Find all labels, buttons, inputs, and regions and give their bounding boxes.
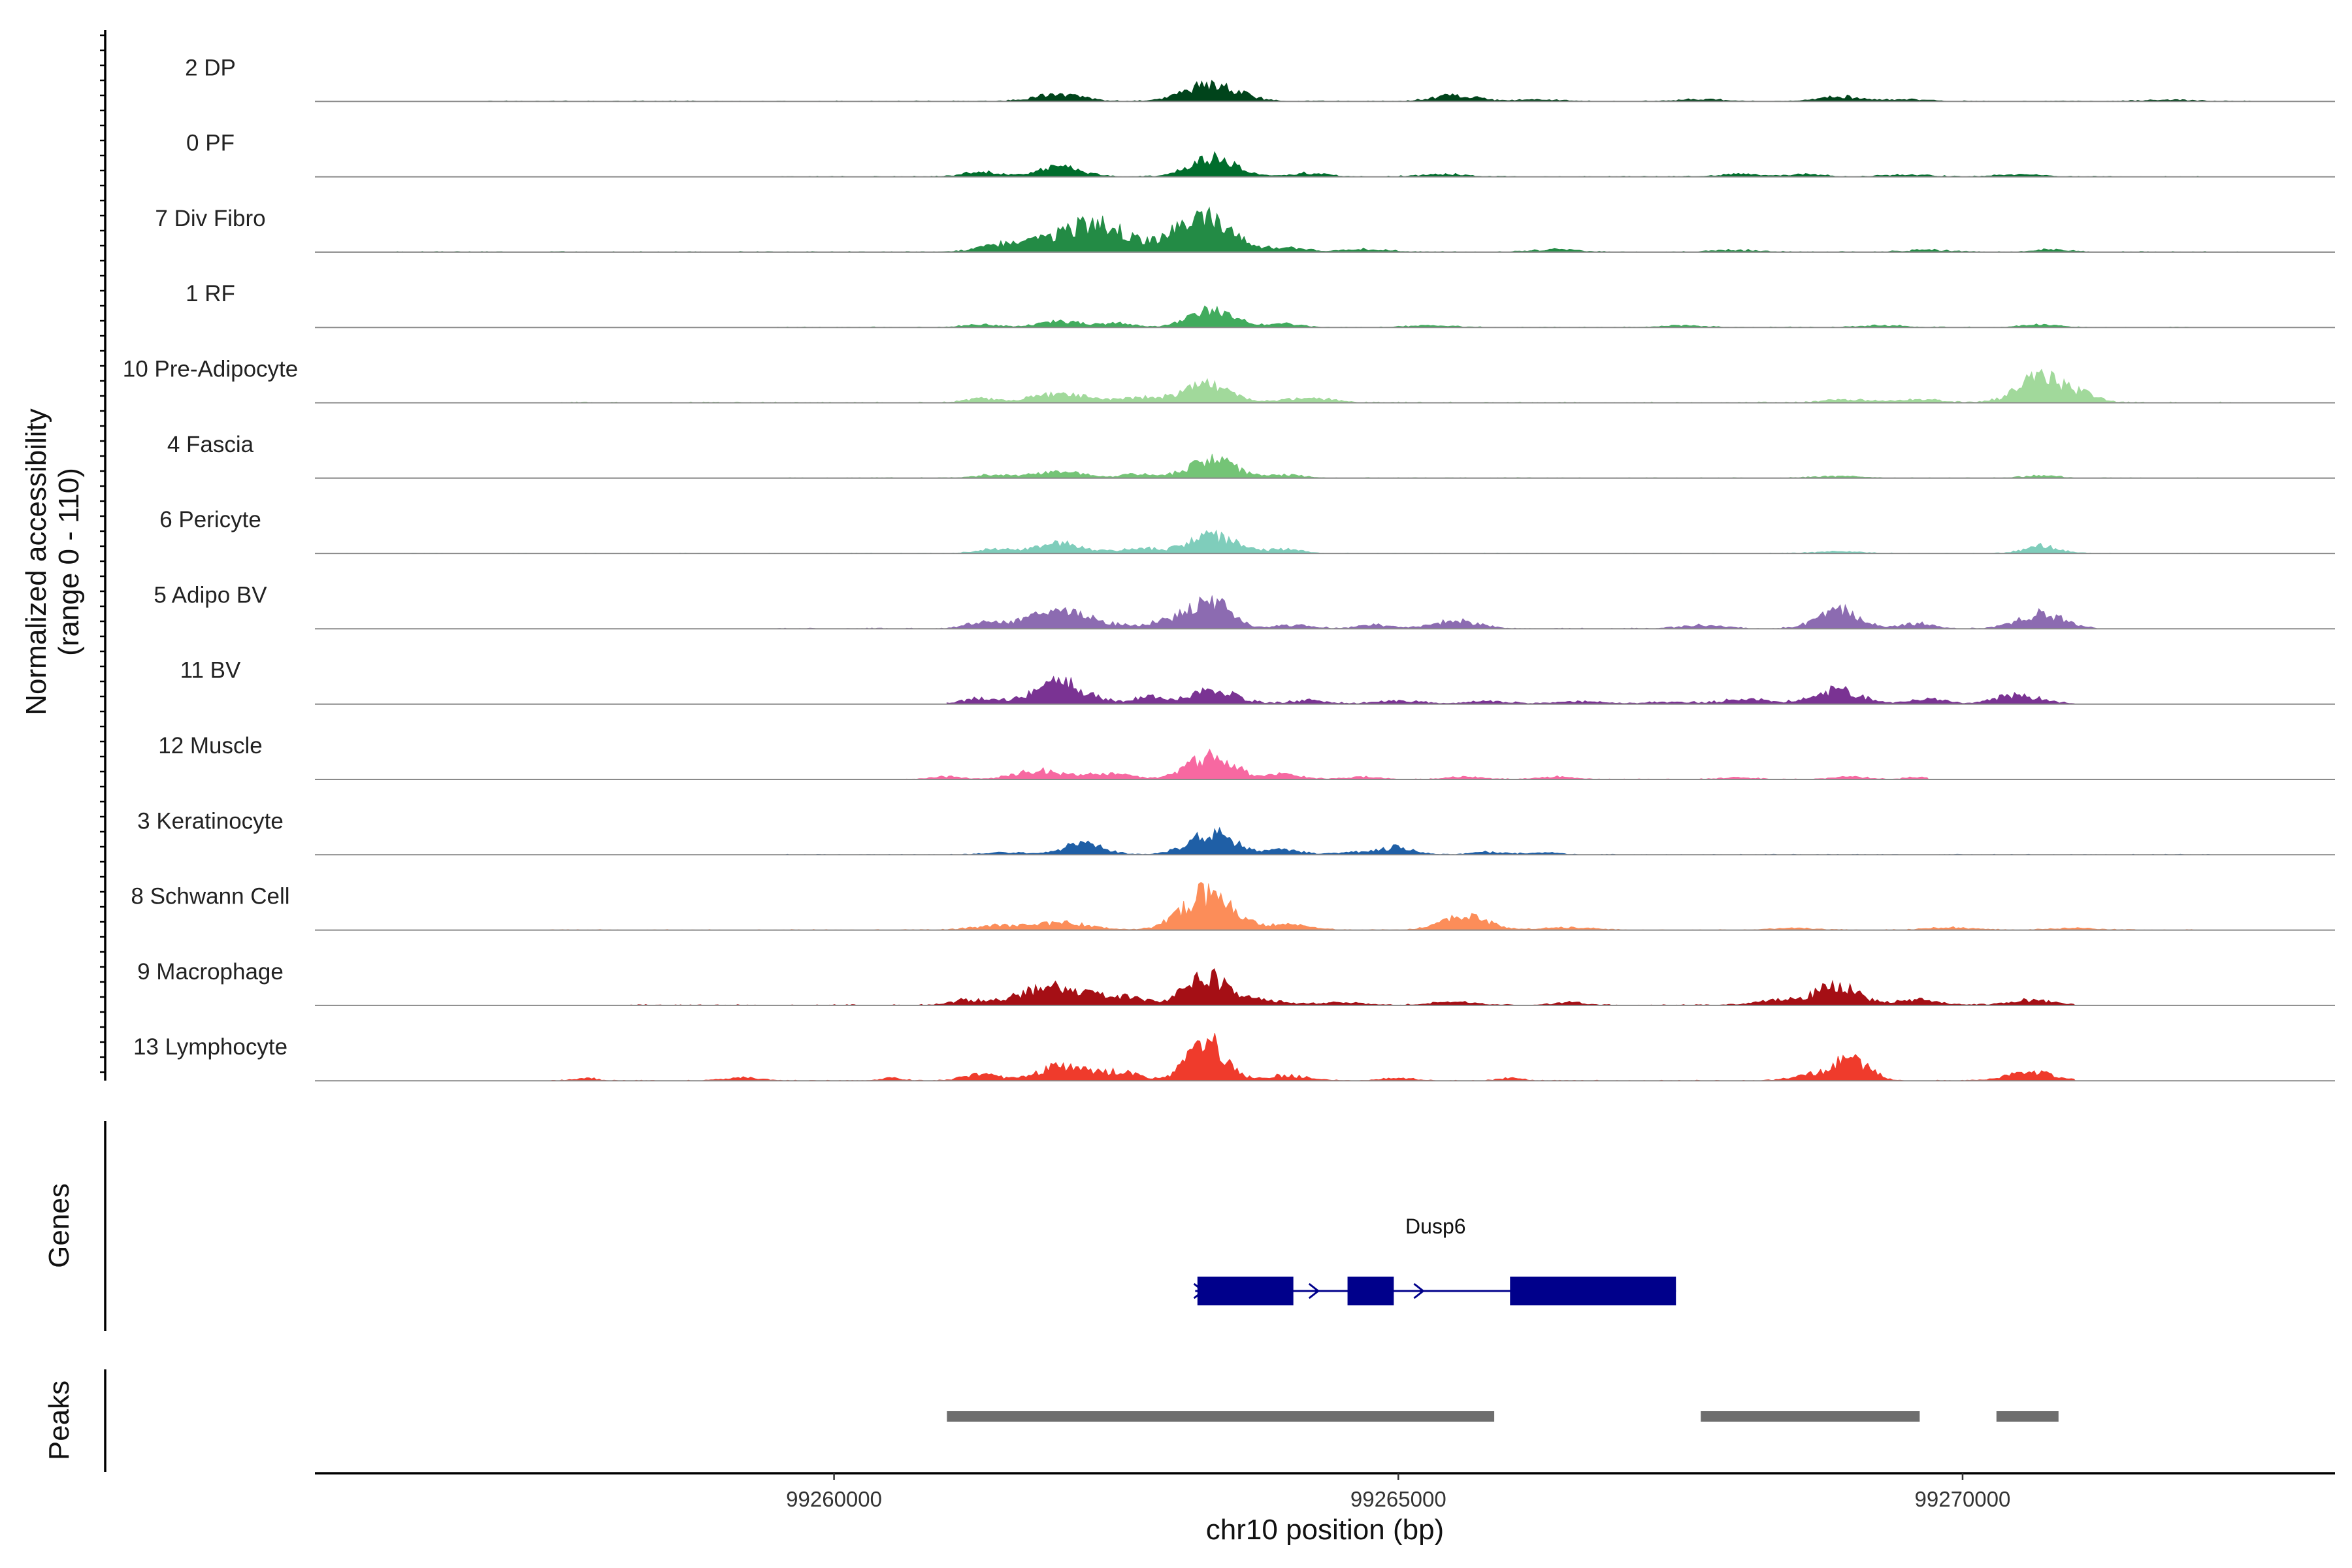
track-7-div-fibro: 7 Div Fibro [155,206,2335,253]
peak-bar [947,1411,1495,1422]
track-0-pf: 0 PF [186,131,2335,178]
x-axis-title: chr10 position (bp) [1206,1514,1444,1546]
track-signal [777,595,2099,629]
x-tick-label: 99260000 [786,1487,882,1511]
track-label: 4 Fascia [167,432,254,457]
track-10-pre-adipocyte: 10 Pre-Adipocyte [123,357,2335,404]
track-label: 2 DP [185,55,236,80]
track-6-pericyte: 6 Pericyte [159,507,2335,555]
track-13-lymphocyte: 13 Lymphocyte [133,1032,2335,1082]
peaks-panel-title: Peaks [43,1380,75,1460]
strand-arrow-icon [1308,1282,1320,1299]
gene-exon [1347,1277,1394,1305]
track-label: 3 Keratinocyte [137,808,284,834]
track-label: 1 RF [186,281,235,306]
track-1-rf: 1 RF [186,281,2335,329]
track-label: 11 BV [180,658,241,683]
track-label: 0 PF [186,131,235,156]
track-5-adipo-bv: 5 Adipo BV [154,582,2335,630]
x-tick-label: 99270000 [1915,1487,2011,1511]
track-label: 13 Lymphocyte [133,1034,287,1060]
strand-arrow-icon [1413,1282,1425,1299]
peak-bar [1996,1411,2059,1422]
track-label: 10 Pre-Adipocyte [123,357,298,382]
gene-model [1193,1277,1676,1305]
peak-bar [1701,1411,1920,1422]
gene-exon [1197,1277,1294,1305]
y-axis-title-line2: (range 0 - 110) [53,468,85,656]
track-4-fascia: 4 Fascia [167,432,2335,479]
x-axis-ticks: 99260000 99265000 99270000 [786,1473,2010,1511]
y-axis-ticks [100,34,105,1073]
track-3-keratinocyte: 3 Keratinocyte [137,808,2335,856]
track-11-bv: 11 BV [180,658,2335,705]
peak-bars [947,1411,2059,1422]
track-label: 6 Pericyte [159,507,261,532]
coverage-tracks: 2 DP 0 PF 7 Div Fibro 1 RF 10 Pre-Adipocyte 4… [123,55,2335,1082]
track-label: 7 Div Fibro [155,206,265,231]
track-8-schwann-cell: 8 Schwann Cell [131,881,2335,931]
track-label: 5 Adipo BV [154,582,267,608]
track-2-dp: 2 DP [185,55,2335,103]
track-label: 8 Schwann Cell [131,884,289,909]
gene-label: Dusp6 [1405,1215,1466,1238]
gene-exon [1510,1277,1676,1305]
track-label: 9 Macrophage [137,959,284,985]
y-axis-title-line1: Normalized accessibility [20,408,52,715]
track-label: 12 Muscle [158,733,263,759]
genes-panel-title: Genes [43,1183,75,1268]
track-signal [946,676,2076,705]
x-tick-label: 99265000 [1350,1487,1446,1511]
track-9-macrophage: 9 Macrophage [137,959,2335,1006]
track-12-muscle: 12 Muscle [158,733,2335,780]
